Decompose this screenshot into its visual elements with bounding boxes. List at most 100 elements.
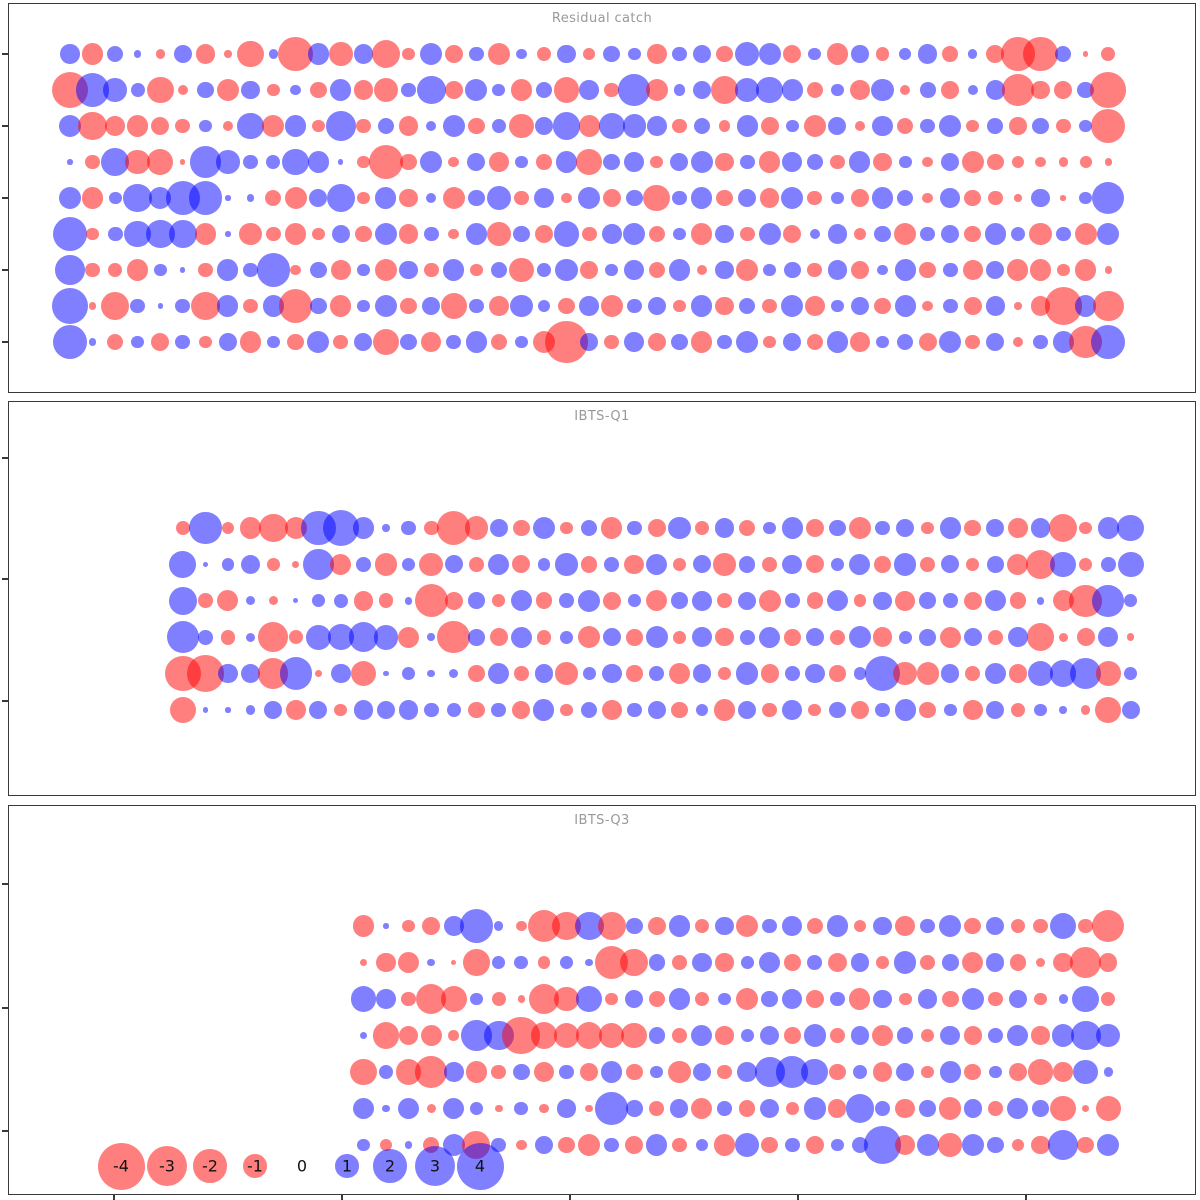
residual-bubble [939, 517, 961, 539]
residual-bubble [1095, 697, 1122, 723]
residual-bubble [287, 333, 304, 351]
residual-bubble [804, 296, 825, 316]
residual-bubble [919, 592, 936, 610]
residual-bubble [1014, 302, 1022, 310]
residual-bubble [495, 1104, 503, 1113]
residual-bubble [191, 291, 220, 321]
residual-bubble [585, 958, 593, 967]
residual-bubble [221, 557, 235, 571]
residual-bubble [827, 952, 848, 973]
residual-bubble [1104, 266, 1112, 274]
residual-bubble [510, 294, 533, 318]
residual-bubble [694, 991, 710, 1007]
residual-bubble [968, 49, 978, 59]
residual-bubble [715, 1026, 734, 1045]
residual-bubble [604, 1137, 620, 1153]
residual-bubble [583, 48, 595, 60]
residual-bubble [240, 517, 262, 539]
residual-bubble [696, 264, 708, 276]
residual-bubble [671, 1028, 687, 1043]
residual-bubble [829, 665, 846, 682]
residual-bubble [175, 334, 191, 350]
residual-bubble [1026, 623, 1055, 652]
residual-bubble [1059, 706, 1067, 714]
residual-bubble [1097, 517, 1119, 539]
legend-label: 3 [429, 1156, 441, 1176]
residual-bubble [939, 914, 962, 938]
residual-bubble [169, 551, 197, 578]
residual-bubble [649, 1101, 665, 1116]
residual-bubble [402, 919, 415, 933]
residual-bubble [580, 701, 598, 719]
residual-bubble [1031, 80, 1050, 100]
residual-bubble [469, 992, 483, 1006]
residual-bubble [922, 192, 933, 204]
residual-bubble [668, 516, 691, 540]
residual-bubble [625, 1135, 644, 1155]
y-axis-tick [2, 197, 8, 199]
residual-bubble [646, 590, 668, 612]
residual-bubble [987, 556, 1004, 573]
residual-bubble [806, 81, 824, 99]
residual-bubble [829, 701, 846, 719]
residual-bubble [1052, 590, 1074, 612]
residual-bubble [311, 594, 325, 608]
residual-bubble [575, 1022, 603, 1049]
residual-bubble [850, 188, 870, 208]
residual-bubble [488, 296, 509, 316]
residual-bubble [668, 259, 690, 281]
residual-bubble [55, 255, 85, 285]
residual-bubble [264, 189, 282, 207]
residual-bubble [963, 628, 982, 647]
residual-bubble [734, 41, 760, 67]
residual-bubble [984, 223, 1006, 245]
residual-bubble [602, 591, 621, 610]
residual-bubble [127, 115, 149, 137]
residual-bubble [490, 333, 508, 351]
residual-bubble [400, 153, 417, 171]
residual-bubble [1092, 585, 1124, 617]
residual-bubble [986, 518, 1005, 538]
residual-bubble [826, 590, 848, 612]
residual-bubble [577, 1133, 601, 1157]
residual-bubble [512, 555, 531, 574]
residual-bubble [737, 700, 757, 720]
residual-bubble [153, 263, 167, 277]
residual-bubble [558, 297, 575, 315]
residual-bubble [449, 669, 459, 679]
residual-bubble [963, 591, 982, 610]
residual-bubble [1091, 108, 1126, 144]
residual-bubble [895, 518, 915, 538]
residual-bubble [782, 916, 803, 936]
residual-bubble [872, 115, 893, 137]
residual-bubble [783, 224, 802, 244]
residual-bubble [736, 115, 758, 137]
residual-bubble [197, 262, 213, 278]
residual-bubble [282, 148, 310, 176]
residual-bubble [624, 152, 645, 172]
y-axis-tick [2, 341, 8, 343]
residual-bubble [784, 593, 800, 609]
residual-bubble [258, 513, 288, 543]
residual-bubble [513, 1063, 530, 1081]
residual-bubble [279, 289, 313, 323]
residual-bubble [717, 593, 732, 609]
residual-bubble [1079, 521, 1093, 535]
residual-bubble [382, 1104, 390, 1113]
residual-bubble [581, 226, 597, 242]
residual-bubble [872, 187, 894, 209]
residual-bubble [648, 225, 666, 243]
residual-bubble [806, 333, 824, 351]
residual-bubble [467, 628, 485, 646]
residual-bubble [851, 45, 869, 63]
legend-label: -4 [113, 1156, 129, 1176]
residual-bubble [782, 700, 803, 720]
residual-bubble [898, 992, 912, 1006]
residual-bubble [691, 331, 713, 353]
panel-residual-catch: Residual catch [2, 3, 1196, 393]
residual-bubble [671, 701, 688, 719]
residual-bubble [534, 1135, 554, 1155]
residual-bubble [85, 154, 100, 170]
residual-bubble [422, 916, 441, 936]
residual-bubble [625, 189, 643, 207]
